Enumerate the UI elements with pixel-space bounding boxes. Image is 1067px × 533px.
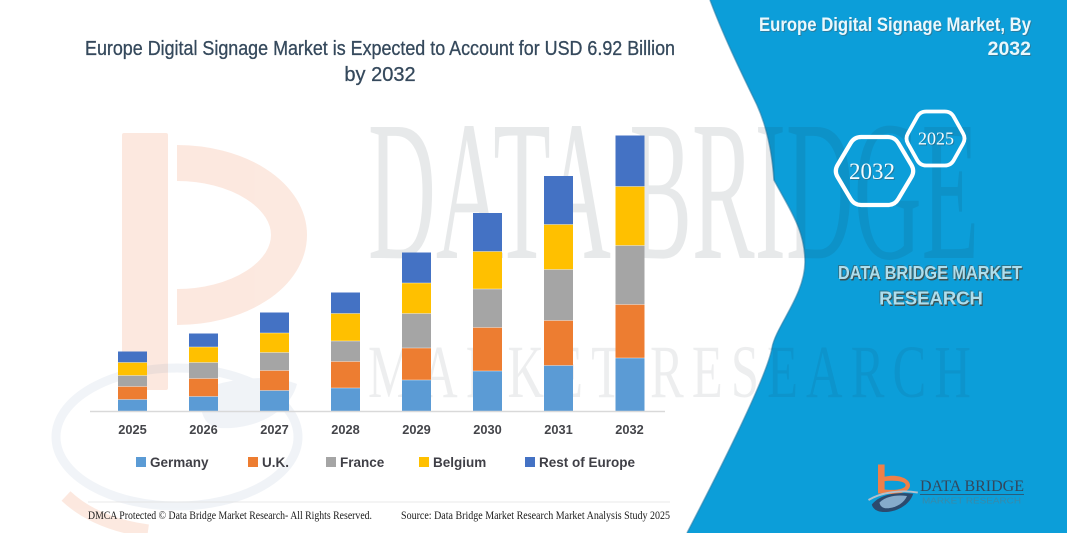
svg-text:DATA BRIDGE MARKET: DATA BRIDGE MARKET (839, 264, 1024, 285)
svg-text:DMCA Protected © Data Bridge M: DMCA Protected © Data Bridge Market Rese… (88, 510, 372, 522)
svg-text:2032: 2032 (988, 38, 1032, 60)
svg-text:France: France (340, 455, 385, 470)
svg-text:2032: 2032 (615, 422, 643, 437)
svg-text:2032: 2032 (849, 159, 895, 184)
svg-text:2028: 2028 (331, 422, 359, 437)
svg-text:Germany: Germany (150, 455, 209, 470)
svg-text:2029: 2029 (402, 422, 430, 437)
svg-text:RESEARCH: RESEARCH (880, 289, 984, 310)
svg-text:2030: 2030 (473, 422, 501, 437)
svg-text:2025: 2025 (118, 422, 146, 437)
svg-text:U.K.: U.K. (262, 455, 289, 470)
svg-text:DATA BRIDGE: DATA BRIDGE (368, 81, 979, 302)
svg-text:DATA BRIDGE MARKET: DATA BRIDGE MARKET (838, 262, 1023, 283)
svg-text:2026: 2026 (189, 422, 217, 437)
svg-text:2025: 2025 (919, 130, 955, 150)
svg-text:by 2032: by 2032 (344, 64, 415, 86)
svg-text:Europe Digital Signage Market,: Europe Digital Signage Market, By (759, 14, 1031, 36)
svg-text:2025: 2025 (918, 129, 954, 149)
svg-text:Europe Digital Signage Market,: Europe Digital Signage Market, By (760, 15, 1032, 37)
svg-text:2027: 2027 (260, 422, 288, 437)
svg-text:DATA BRIDGE: DATA BRIDGE (920, 478, 1024, 495)
svg-text:MARKET RESEARCH: MARKET RESEARCH (368, 331, 979, 414)
svg-text:RESEARCH: RESEARCH (878, 287, 982, 308)
svg-text:Belgium: Belgium (433, 455, 486, 470)
svg-text:DATA BRIDGE MARKET: DATA BRIDGE MARKET (837, 261, 1022, 282)
svg-text:MARKET RESEARCH: MARKET RESEARCH (922, 497, 1021, 506)
svg-text:Europe Digital Signage Market: Europe Digital Signage Market is Expecte… (85, 38, 675, 60)
svg-text:2032: 2032 (850, 160, 896, 185)
svg-text:2031: 2031 (544, 422, 572, 437)
svg-text:2032: 2032 (989, 39, 1033, 61)
svg-text:Rest of Europe: Rest of Europe (539, 455, 636, 470)
svg-text:Source: Data Bridge Market Res: Source: Data Bridge Market Research Mark… (401, 510, 670, 522)
svg-text:RESEARCH: RESEARCH (879, 288, 983, 309)
